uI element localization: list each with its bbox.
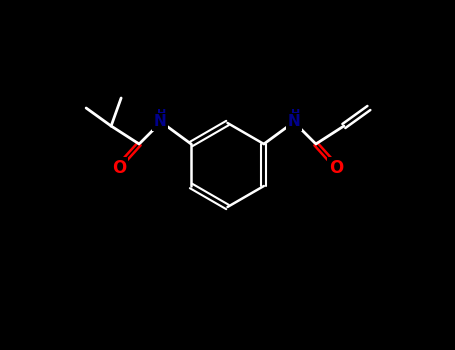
- Text: O: O: [329, 159, 343, 177]
- Text: O: O: [112, 159, 126, 177]
- Text: N: N: [154, 114, 167, 130]
- Text: H: H: [157, 109, 166, 119]
- Text: N: N: [288, 114, 300, 130]
- Text: H: H: [291, 109, 300, 119]
